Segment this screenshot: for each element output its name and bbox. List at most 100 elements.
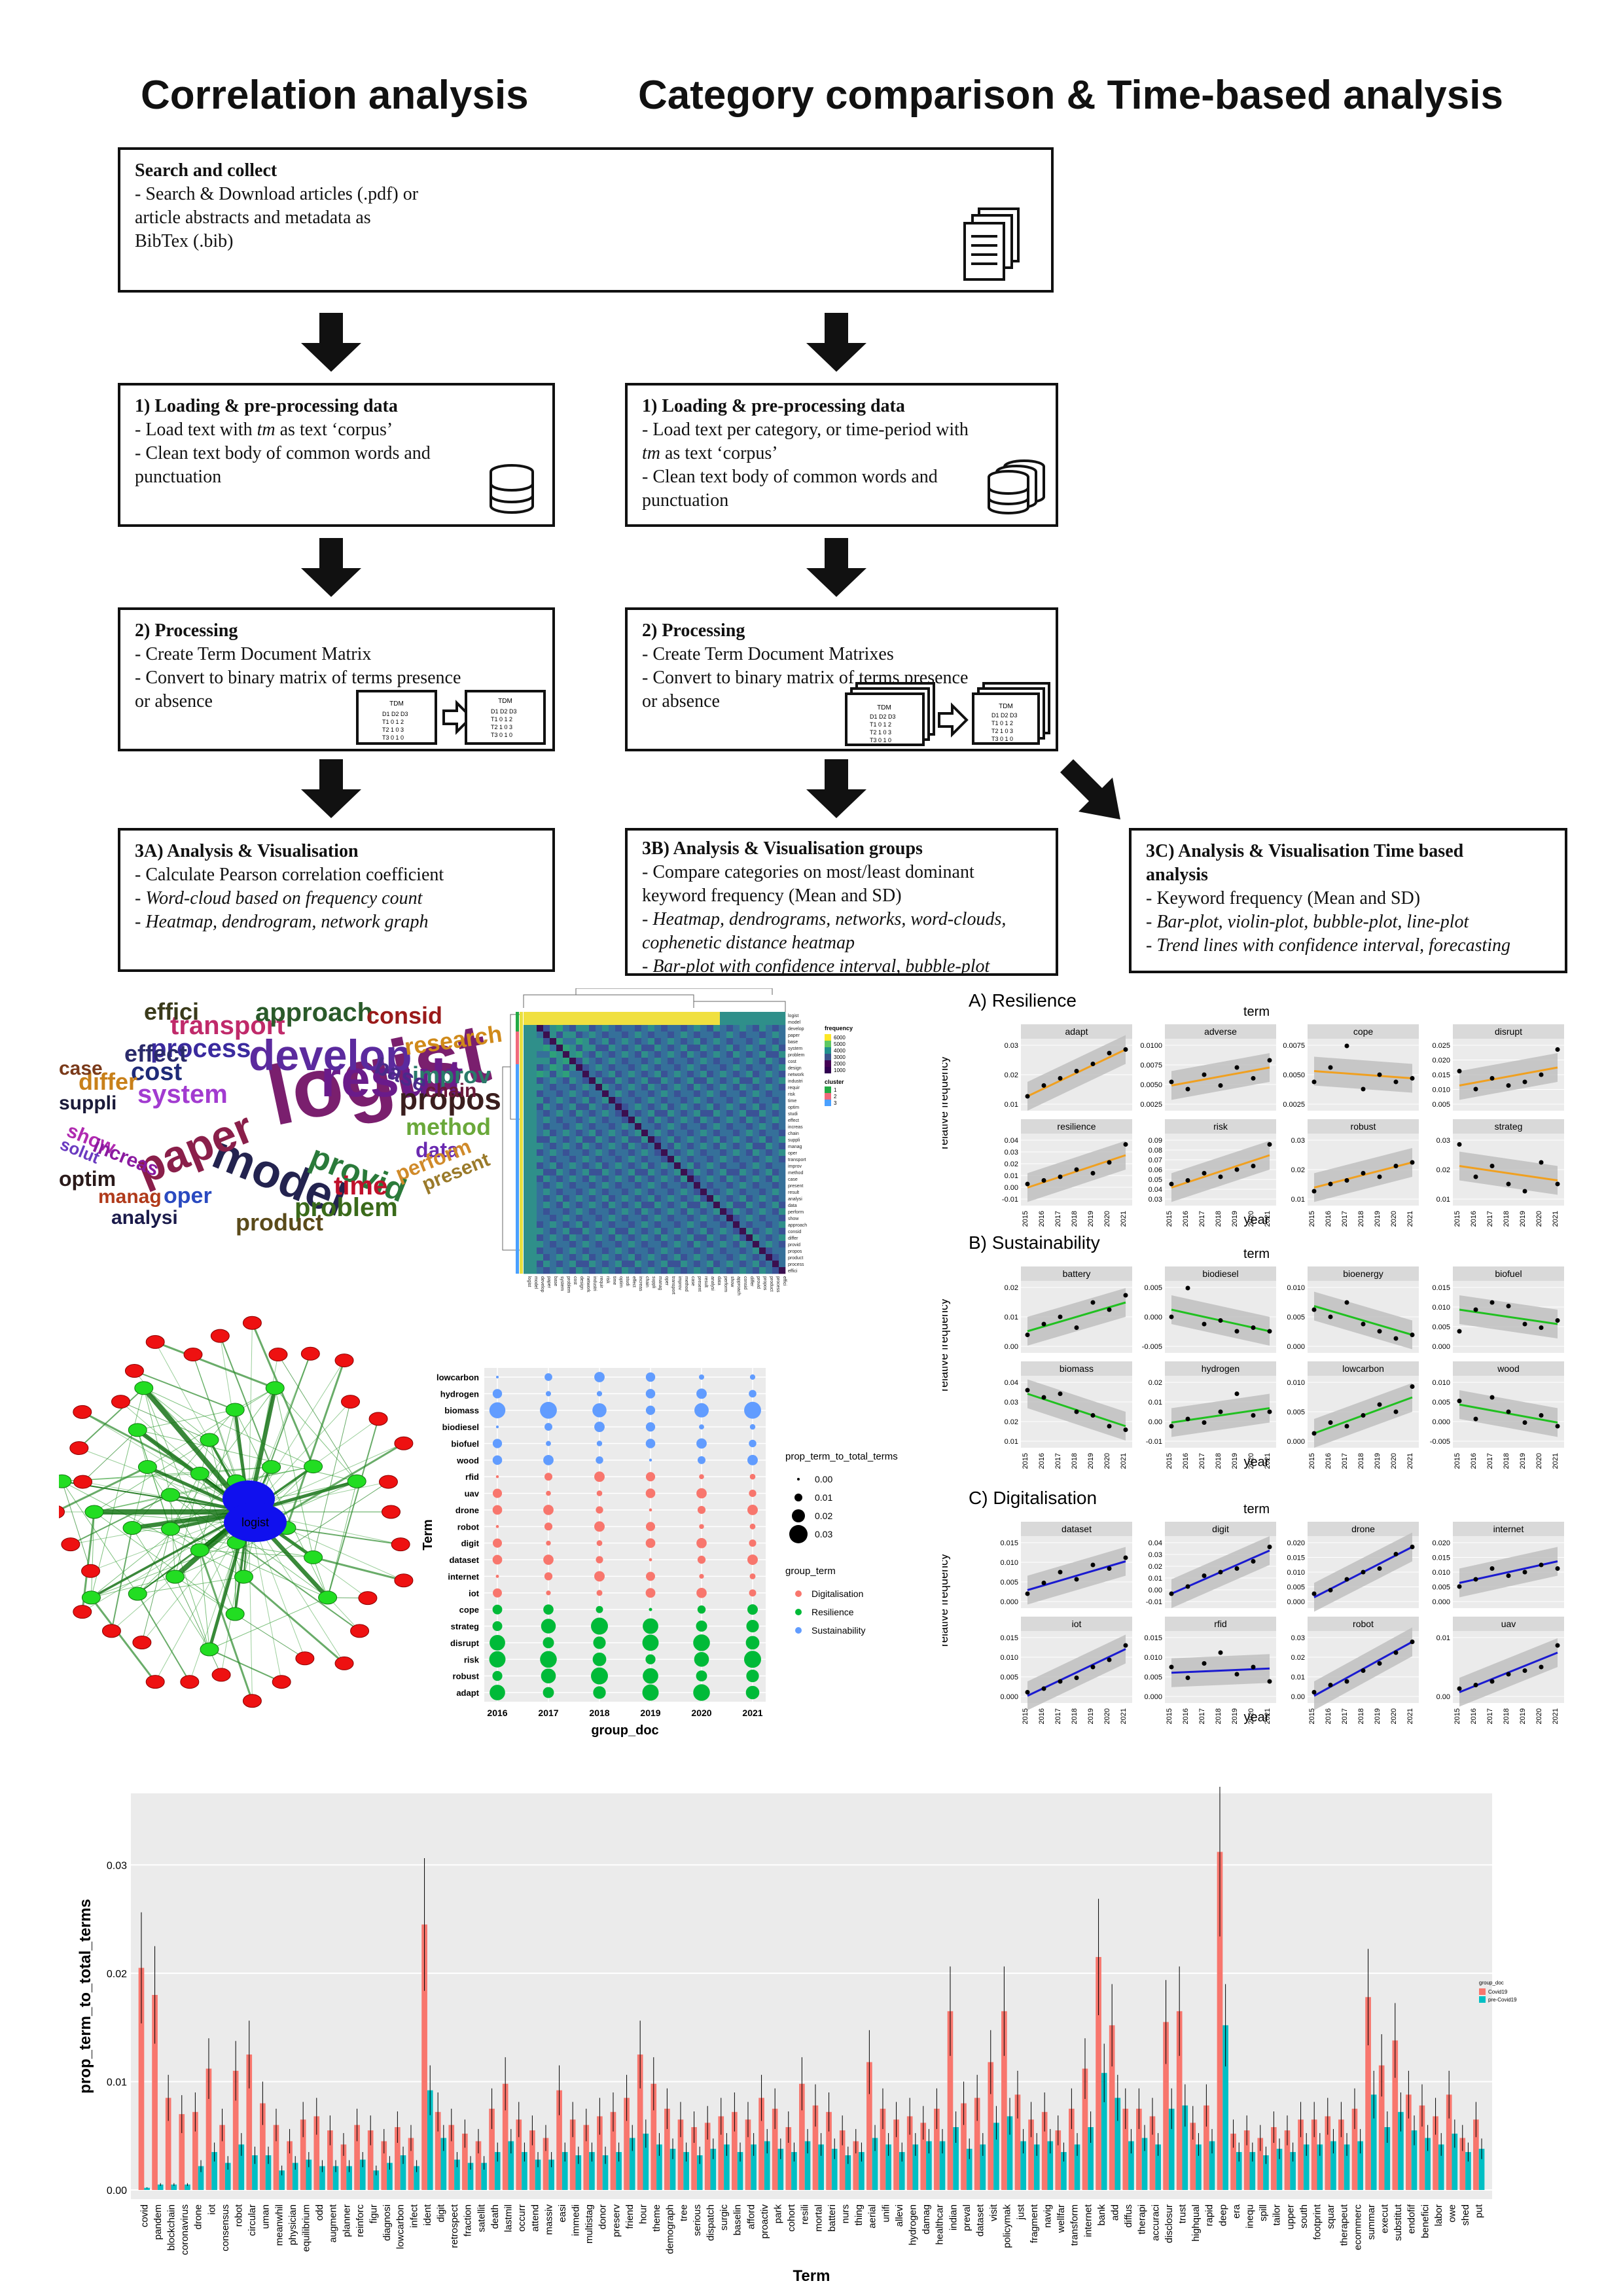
bar-covid [1217,1852,1223,2190]
heatmap-cell [720,1018,727,1026]
heatmap-cell [733,1202,740,1209]
heatmap-cell [772,1103,779,1111]
bar-precovid [724,2144,730,2190]
bubble-point [492,1488,503,1498]
heatmap-cell [524,1071,531,1078]
y-tick-label: 0.010 [1287,1284,1305,1292]
heatmap-cell [668,1221,675,1229]
heatmap-cell [779,1247,786,1255]
heatmap-cell [596,1103,603,1111]
heatmap-cell [641,1045,649,1052]
heatmap-cell [602,1064,609,1071]
bubble-point [546,1590,551,1596]
bar-precovid [1249,2152,1256,2190]
heatmap-cell [556,1071,563,1078]
data-point [1457,1142,1462,1147]
heatmap-cell [694,1261,701,1268]
analysis-3c-line: - Keyword frequency (Mean and SD) [1146,888,1421,908]
heatmap-cell [753,1071,760,1078]
y-tick-label: 0.03 [107,1860,127,1871]
analysis-3c-title: analysis [1146,865,1208,885]
trend-line [1027,1560,1126,1591]
analysis-3c-line: - Bar-plot, violin-plot, bubble-plot, li… [1146,912,1469,932]
cluster-bar-cell [516,1018,519,1025]
network-edge [170,1388,276,1530]
x-axis-title: Term [793,2267,830,2284]
heatmap-cell [648,1234,655,1242]
heatmap-cell [700,1162,707,1170]
data-point [1107,1424,1112,1429]
network-edge [90,1511,249,1571]
x-tick-label: serious [692,2204,703,2236]
heatmap-cell [707,1084,714,1091]
x-tick-label: owe [1447,2204,1458,2223]
heatmap-cell [576,1018,583,1026]
bubble-point [543,1554,554,1565]
x-tick-label: massiv [543,2204,554,2235]
heatmap-cell [733,1071,740,1078]
heatmap-cell [582,1175,590,1183]
heatmap-col-label: result [704,1276,708,1287]
heatmap-cell [524,1254,531,1261]
bubble-point [649,1558,652,1562]
heatmap-cell [700,1254,707,1261]
bubble-point [749,1390,757,1398]
bubble-point [693,1634,710,1651]
cluster-bar-cell [516,1156,519,1162]
matrix-row: T2 1 0 3 [870,729,891,736]
heatmap-cell [609,1038,616,1045]
network-edge [94,1511,236,1615]
heatmap-cell [602,1031,609,1039]
heatmap-cell [602,1149,609,1157]
heatmap-cell [766,1018,773,1026]
heatmap-cell [641,1182,649,1189]
bubble-point [645,1405,656,1415]
x-tick-label: 2020 [691,1708,711,1718]
bubble-point [541,1619,556,1634]
heatmap-cell [609,1162,616,1170]
heatmap-cell [779,1071,786,1078]
data-point [1328,1420,1333,1425]
heatmap-cell [589,1202,596,1209]
heatmap-cell [661,1084,668,1091]
bar-covid [502,2083,508,2190]
heatmap-cell [543,1110,550,1117]
heatmap-cell [609,1267,616,1274]
bubble-point [543,1505,554,1515]
heatmap-cell [530,1156,537,1163]
heatmap-cell [550,1228,557,1235]
heatmap-cell [687,1175,694,1183]
bar-covid [1176,2011,1183,2190]
heatmap-row-label: perform [788,1210,804,1215]
bar-covid [732,2111,738,2190]
heatmap-cell [674,1084,681,1091]
size-legend-dot [789,1525,808,1543]
heatmap-cell [753,1169,760,1176]
y-tick-label: 0.04 [1005,1137,1018,1145]
heatmap-cell [537,1071,544,1078]
data-point [1218,1083,1223,1088]
data-point [1555,1318,1560,1323]
heatmap-cell [648,1084,655,1091]
bar-covid [583,2125,590,2190]
heatmap-cell [740,1247,747,1255]
size-legend-value: 0.02 [815,1511,832,1521]
heatmap-cell [726,1031,734,1039]
data-point [1185,1584,1190,1589]
y-tick-label: strateg [451,1622,479,1632]
heatmap-cell [628,1202,635,1209]
heatmap-cell [694,1103,701,1111]
network-hub-node [224,1503,287,1542]
heatmap-cell [543,1228,550,1235]
x-tick-label: 2016 [1182,1453,1190,1469]
heatmap-cell [746,1247,753,1255]
bubble-point [543,1454,554,1465]
heatmap-cell [726,1084,734,1091]
heatmap-cell [576,1241,583,1248]
x-tick-label: 2021 [1552,1453,1560,1469]
heatmap-cell [753,1247,760,1255]
bubble-point [591,1667,608,1685]
legend-swatch [825,1093,831,1100]
heatmap-cell [609,1117,616,1124]
heatmap-cell [772,1228,779,1235]
